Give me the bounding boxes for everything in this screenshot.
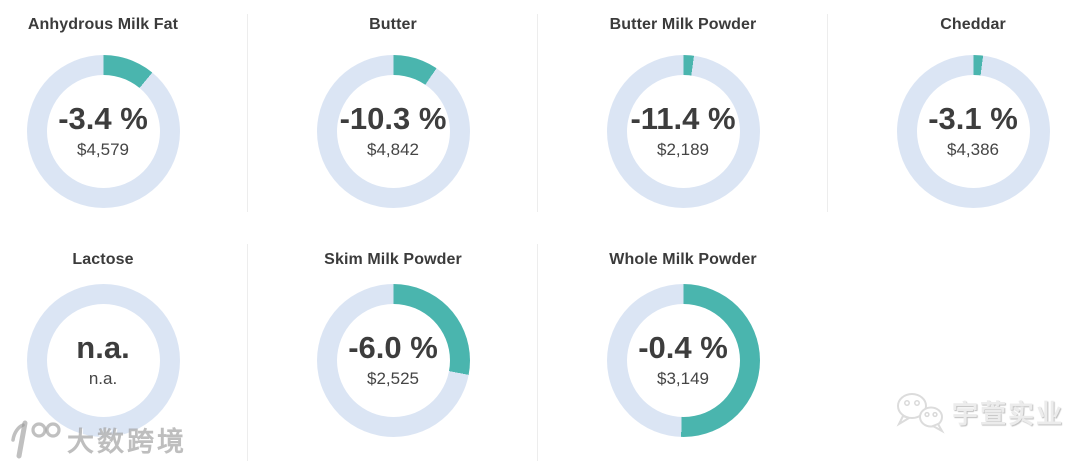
column-divider — [537, 244, 538, 461]
donut-card-butter-milk-powder: Butter Milk Powder -11.4 % $2,189 — [538, 0, 828, 232]
donut-chart-butter: -10.3 % $4,842 — [316, 55, 470, 208]
price-change-value: -11.4 % — [630, 101, 736, 137]
card-title: Whole Milk Powder — [609, 251, 757, 268]
price-change-value: -0.4 % — [638, 330, 728, 366]
price-value: $2,525 — [367, 368, 419, 388]
price-change-value: -3.4 % — [58, 101, 148, 137]
donut-chart-anhydrous-milk-fat: -3.4 % $4,579 — [26, 55, 180, 208]
price-change-value: -10.3 % — [339, 101, 447, 137]
column-divider — [827, 14, 828, 212]
card-title: Butter Milk Powder — [609, 16, 757, 33]
price-value: $2,189 — [657, 139, 709, 159]
price-value: n.a. — [88, 368, 118, 388]
column-divider — [247, 244, 248, 461]
column-divider — [247, 14, 248, 212]
price-change-value: n.a. — [76, 330, 130, 366]
dashboard-row-1: Anhydrous Milk Fat -3.4 % $4,579 Butter … — [0, 0, 1080, 232]
donut-chart-lactose: n.a. n.a. — [26, 284, 180, 437]
donut-card-butter: Butter -10.3 % $4,842 — [248, 0, 538, 232]
card-title: Anhydrous Milk Fat — [27, 16, 179, 33]
price-change-value: -6.0 % — [348, 330, 438, 366]
card-title: Butter — [369, 16, 417, 33]
price-value: $4,842 — [367, 139, 419, 159]
price-value: $4,386 — [947, 139, 999, 159]
donut-chart-whole-milk-powder: -0.4 % $3,149 — [606, 284, 760, 437]
donut-card-cheddar: Cheddar -3.1 % $4,386 — [828, 0, 1080, 232]
card-title: Skim Milk Powder — [324, 251, 462, 268]
card-title: Lactose — [72, 251, 134, 268]
price-change-value: -3.1 % — [928, 101, 1018, 137]
price-value: $3,149 — [657, 368, 709, 388]
donut-chart-butter-milk-powder: -11.4 % $2,189 — [606, 55, 760, 208]
price-value: $4,579 — [77, 139, 129, 159]
column-divider — [537, 14, 538, 212]
card-title: Cheddar — [940, 16, 1006, 33]
donut-card-anhydrous-milk-fat: Anhydrous Milk Fat -3.4 % $4,579 — [0, 0, 248, 232]
donut-card-skim-milk-powder: Skim Milk Powder -6.0 % $2,525 — [248, 232, 538, 465]
donut-card-whole-milk-powder: Whole Milk Powder -0.4 % $3,149 — [538, 232, 828, 465]
donut-chart-cheddar: -3.1 % $4,386 — [896, 55, 1050, 208]
donut-chart-skim-milk-powder: -6.0 % $2,525 — [316, 284, 470, 437]
dashboard-row-2: Lactose n.a. n.a. Skim Milk Powder -6.0 … — [0, 232, 1080, 465]
empty-cell — [828, 232, 1080, 465]
donut-card-lactose: Lactose n.a. n.a. — [0, 232, 248, 465]
